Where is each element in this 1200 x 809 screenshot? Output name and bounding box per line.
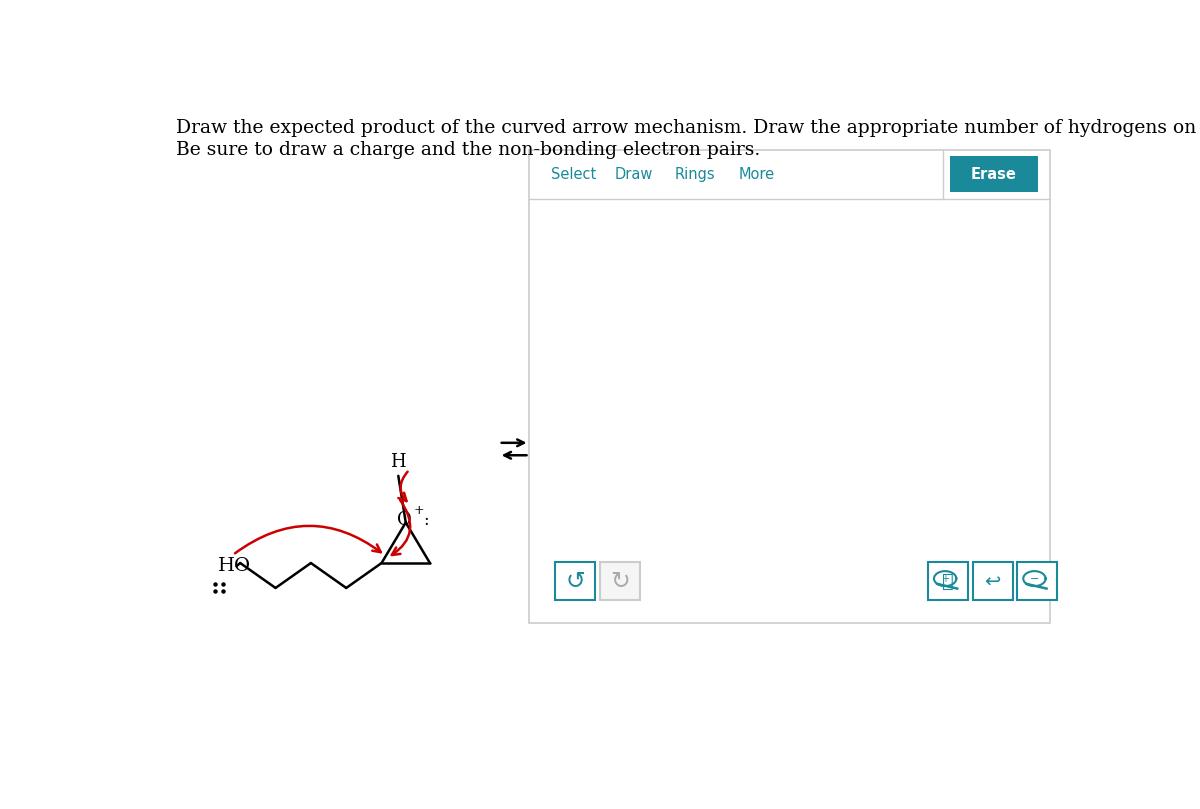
Text: Be sure to draw a charge and the non-bonding electron pairs.: Be sure to draw a charge and the non-bon… <box>176 141 761 159</box>
Text: Erase: Erase <box>971 167 1016 182</box>
Text: Draw: Draw <box>614 167 653 182</box>
Text: Select: Select <box>552 167 596 182</box>
Text: O: O <box>397 511 412 529</box>
Text: ↩: ↩ <box>984 572 1001 591</box>
Text: :: : <box>424 511 430 528</box>
Text: +: + <box>414 503 424 517</box>
Bar <box>950 156 1038 193</box>
Bar <box>972 561 1013 600</box>
Text: ⌕: ⌕ <box>942 572 954 591</box>
Text: ↻: ↻ <box>611 569 630 593</box>
Text: More: More <box>738 167 774 182</box>
Bar <box>600 561 640 600</box>
Bar <box>529 150 1050 624</box>
Text: +: + <box>941 574 949 583</box>
Text: HO: HO <box>218 557 251 575</box>
Text: H: H <box>390 453 406 471</box>
Bar <box>1018 561 1057 600</box>
Text: −: − <box>1030 574 1039 583</box>
Bar <box>928 561 968 600</box>
Text: Draw the expected product of the curved arrow mechanism. Draw the appropriate nu: Draw the expected product of the curved … <box>176 119 1200 137</box>
Text: ↺: ↺ <box>565 569 586 593</box>
Bar <box>556 561 595 600</box>
Text: Rings: Rings <box>674 167 715 182</box>
